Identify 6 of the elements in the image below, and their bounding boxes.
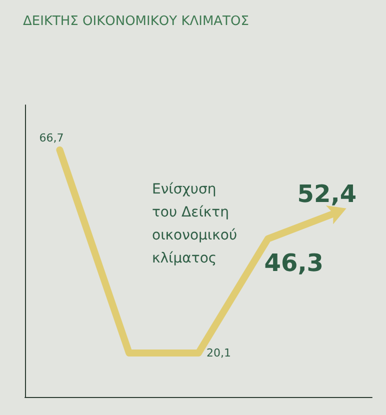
chart-title: ΔΕΙΚΤΗΣ ΟΙΚΟΝΟΜΙΚΟΥ ΚΛΙΜΑΤΟΣ xyxy=(23,14,249,29)
data-label: 46,3 xyxy=(264,248,324,277)
data-label: 66,7 xyxy=(39,131,64,144)
data-label: 20,1 xyxy=(206,346,231,360)
data-label: 52,4 xyxy=(297,180,357,208)
annotation: Ενίσχυση του Δείκτη οικονομικού κλίματος xyxy=(152,182,238,266)
